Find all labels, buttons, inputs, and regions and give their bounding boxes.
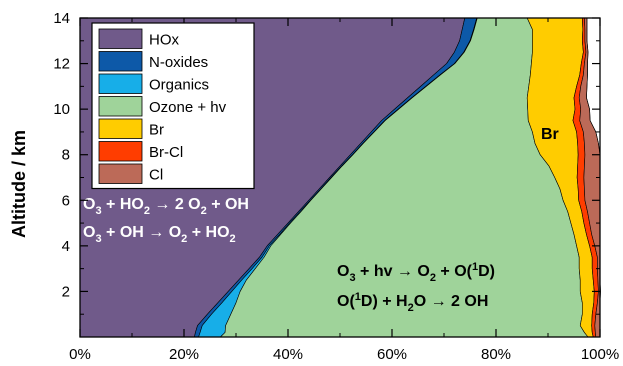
x-tick-label: 60% bbox=[377, 346, 407, 363]
x-tick-label: 80% bbox=[481, 346, 511, 363]
legend-swatch-organics bbox=[98, 73, 143, 94]
legend-label-n-oxides: N-oxides bbox=[149, 54, 208, 71]
hox-reaction-1: O3 + HO2 → 2 O2 + OH bbox=[83, 196, 249, 217]
legend-label-hox: HOx bbox=[149, 32, 180, 49]
x-tick-label: 0% bbox=[69, 346, 91, 363]
legend-label-cl: Cl bbox=[149, 167, 163, 184]
legend-label-organics: Organics bbox=[149, 77, 209, 94]
y-tick-label: 10 bbox=[53, 101, 70, 118]
y-tick-label: 8 bbox=[62, 147, 70, 164]
legend-swatch-br-cl bbox=[98, 141, 143, 162]
x-tick-label: 40% bbox=[273, 346, 303, 363]
legend-items: HOx N-oxides Organics Ozone + hv Br Br-Cl Cl bbox=[98, 28, 227, 184]
ozone-reactions-annotation: O3 + hv → O2 + O(1D) O(1D) + H2O → 2 OH bbox=[337, 261, 495, 314]
legend-swatch-hox bbox=[98, 28, 143, 49]
legend-swatch-br bbox=[98, 118, 143, 139]
y-axis: 2 4 6 8 10 12 14 bbox=[53, 10, 600, 315]
y-tick-label: 2 bbox=[62, 283, 70, 300]
legend-label-br-cl: Br-Cl bbox=[149, 144, 183, 161]
y-tick-label: 14 bbox=[53, 10, 70, 27]
y-tick-label: 12 bbox=[53, 56, 70, 73]
x-axis: 0% 20% 40% 60% 80% 100% bbox=[69, 18, 619, 363]
legend-label-ozone-hv: Ozone + hv bbox=[149, 99, 227, 116]
hox-reaction-2: O3 + OH → O2 + HO2 bbox=[83, 224, 236, 245]
legend-label-br: Br bbox=[149, 122, 164, 139]
x-tick-label: 20% bbox=[169, 346, 199, 363]
y-tick-label: 4 bbox=[62, 238, 70, 255]
ozone-reaction-1: O3 + hv → O2 + O(1D) bbox=[337, 261, 495, 284]
legend: HOx N-oxides Organics Ozone + hv Br Br-Cl Cl bbox=[91, 22, 255, 190]
y-tick-label: 6 bbox=[62, 192, 70, 209]
legend-swatch-cl bbox=[98, 163, 143, 184]
hox-reactions-annotation: O3 + HO2 → 2 O2 + OH O3 + OH → O2 + HO2 bbox=[83, 196, 249, 245]
br-region-label: Br bbox=[541, 126, 559, 143]
legend-swatch-n-oxides bbox=[98, 51, 143, 72]
x-tick-label: 100% bbox=[581, 346, 619, 363]
ozone-reaction-2: O(1D) + H2O → 2 OH bbox=[337, 291, 488, 314]
legend-swatch-ozone-hv bbox=[98, 96, 143, 117]
y-axis-label: Altitude / km bbox=[9, 130, 29, 238]
